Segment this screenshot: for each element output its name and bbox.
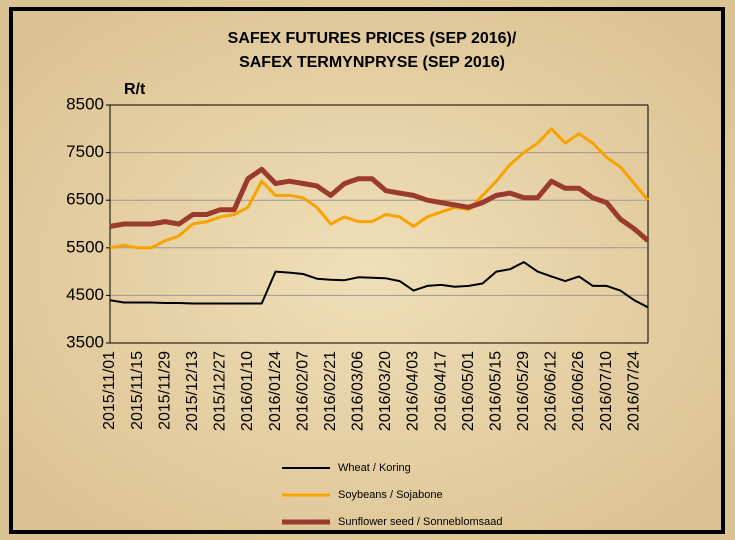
chart-title: SAFEX FUTURES PRICES (SEP 2016)/ xyxy=(228,30,517,47)
legend-label: Sunflower seed / Sonneblomsaad xyxy=(338,516,503,528)
x-tick-label: 2015/12/13 xyxy=(184,351,201,431)
y-axis-label: R/t xyxy=(124,81,146,98)
x-tick-label: 2016/05/29 xyxy=(515,351,532,431)
x-tick-label: 2015/11/29 xyxy=(156,351,173,430)
x-tick-label: 2016/06/12 xyxy=(543,351,560,431)
x-tick-label: 2015/11/01 xyxy=(101,351,118,430)
chart-title: SAFEX TERMYNPRYSE (SEP 2016) xyxy=(239,54,505,71)
legend-label: Wheat / Koring xyxy=(338,462,411,474)
x-tick-label: 2015/12/27 xyxy=(212,351,229,431)
x-tick-label: 2016/06/26 xyxy=(570,351,587,431)
y-tick-label: 8500 xyxy=(66,94,104,113)
series-line xyxy=(109,127,650,250)
y-tick-label: 3500 xyxy=(66,332,104,351)
y-tick-label: 4500 xyxy=(66,285,104,304)
y-tick-label: 6500 xyxy=(66,190,104,209)
y-tick-label: 5500 xyxy=(66,237,104,256)
x-tick-label: 2016/02/07 xyxy=(294,351,311,431)
x-tick-label: 2016/01/24 xyxy=(267,351,284,431)
x-tick-label: 2016/04/17 xyxy=(432,351,449,431)
legend-label: Soybeans / Sojabone xyxy=(338,489,443,501)
series-line xyxy=(109,261,649,309)
x-tick-label: 2016/05/01 xyxy=(460,351,477,431)
x-tick-label: 2016/07/10 xyxy=(598,351,615,431)
x-tick-label: 2016/01/10 xyxy=(239,351,256,431)
x-tick-label: 2016/03/20 xyxy=(377,351,394,431)
y-tick-label: 7500 xyxy=(66,142,104,161)
x-tick-label: 2016/07/24 xyxy=(625,351,642,431)
x-tick-label: 2016/04/03 xyxy=(405,351,422,431)
x-tick-label: 2016/02/21 xyxy=(322,351,339,431)
series-line xyxy=(109,166,650,243)
x-tick-label: 2015/11/15 xyxy=(129,351,146,430)
frame xyxy=(9,7,725,534)
x-tick-label: 2016/05/15 xyxy=(487,351,504,431)
x-tick-label: 2016/03/06 xyxy=(350,351,367,431)
